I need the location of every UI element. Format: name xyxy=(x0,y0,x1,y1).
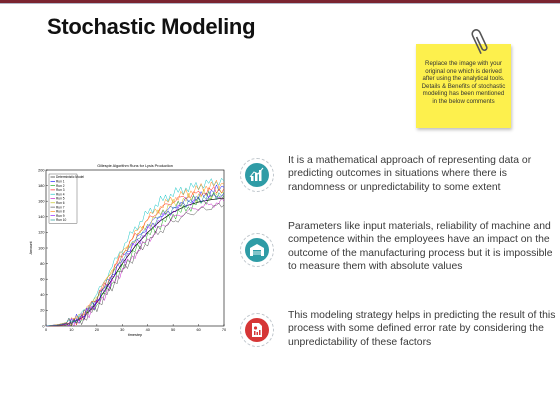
y-tick-label: 180 xyxy=(38,184,44,188)
point-1-text: It is a mathematical approach of represe… xyxy=(288,155,532,193)
warehouse-icon xyxy=(250,244,264,256)
series-line xyxy=(45,194,225,327)
x-tick-label: 20 xyxy=(95,328,99,332)
point-2-text: Parameters like input materials, reliabi… xyxy=(288,221,553,272)
y-tick-label: 60 xyxy=(40,278,44,282)
paperclip-icon xyxy=(471,29,488,54)
y-axis-label: Amount xyxy=(29,241,33,255)
legend-label: Run 8 xyxy=(56,210,65,214)
bar-chart-icon xyxy=(249,167,264,181)
legend-label: Run 1 xyxy=(56,180,65,184)
legend-label: Deterministic Model xyxy=(56,175,84,179)
y-tick-label: 160 xyxy=(38,200,44,204)
x-tick-label: 40 xyxy=(146,328,150,332)
legend-label: Run 9 xyxy=(56,214,65,218)
point-1-icon-ring xyxy=(240,158,274,192)
y-tick-label: 140 xyxy=(38,215,44,219)
x-tick-label: 60 xyxy=(196,328,200,332)
point-3-icon-ring xyxy=(240,313,274,347)
slide-title: Stochastic Modeling xyxy=(47,14,256,39)
top-accent-bar xyxy=(0,0,560,3)
legend-label: Run 6 xyxy=(56,201,65,205)
point-3-text: This modeling strategy helps in predicti… xyxy=(288,310,556,348)
series-line xyxy=(45,179,225,327)
y-tick-label: 200 xyxy=(38,168,44,172)
x-tick-label: 0 xyxy=(45,328,47,332)
point-2-icon-disc xyxy=(245,238,269,262)
legend-label: Run 7 xyxy=(56,205,65,209)
y-tick-label: 120 xyxy=(38,231,44,235)
point-2-icon-ring xyxy=(240,233,274,267)
stochastic-runs-chart: Gillespie Algorithm Runs for Lysis Produ… xyxy=(29,164,226,337)
x-tick-label: 30 xyxy=(120,328,124,332)
x-tick-label: 50 xyxy=(171,328,175,332)
y-tick-label: 40 xyxy=(40,293,44,297)
legend-label: Run 4 xyxy=(56,192,65,196)
point-1-icon-disc xyxy=(245,163,269,187)
legend-label: Run 3 xyxy=(56,188,65,192)
series-line xyxy=(45,190,225,327)
legend-label: Run 5 xyxy=(56,197,65,201)
top-accent-line xyxy=(0,3,560,4)
y-tick-label: 80 xyxy=(40,262,44,266)
y-tick-label: 0 xyxy=(42,324,44,328)
y-tick-label: 100 xyxy=(38,246,44,250)
chart-title: Gillespie Algorithm Runs for Lysis Produ… xyxy=(97,164,173,168)
sticky-note-text: Replace the image with your original one… xyxy=(421,60,506,105)
x-tick-label: 10 xyxy=(69,328,73,332)
series-line xyxy=(46,202,225,327)
y-tick-label: 20 xyxy=(40,309,44,313)
document-chart-icon xyxy=(252,323,262,337)
point-3-icon-disc xyxy=(245,318,269,342)
chart-legend xyxy=(48,173,78,224)
sticky-note: Replace the image with your original one… xyxy=(416,44,511,128)
legend-label: Run 10 xyxy=(56,218,67,222)
x-tick-label: 70 xyxy=(222,328,226,332)
legend-label: Run 2 xyxy=(56,184,65,188)
x-axis-label: timestep xyxy=(128,333,142,337)
